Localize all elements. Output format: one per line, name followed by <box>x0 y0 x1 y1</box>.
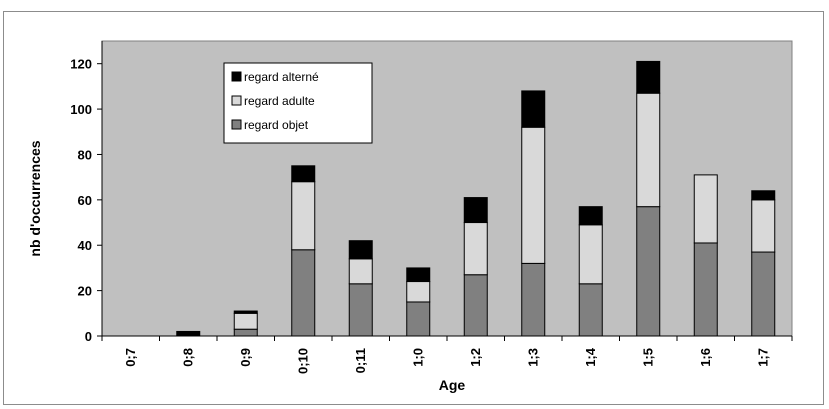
bars <box>176 60 776 337</box>
x-tick-label: 1;3 <box>525 348 540 367</box>
legend-swatch <box>231 71 242 82</box>
bar-segment-regard-altern- <box>406 267 431 283</box>
bar-segment-regard-altern- <box>578 206 603 226</box>
y-tick-label: 120 <box>70 57 92 72</box>
y-axis-ticks: 0 20 40 60 80 100 120 <box>70 57 102 344</box>
legend-label: regard alterné <box>244 70 319 84</box>
bar-segment-regard-adulte <box>233 312 258 330</box>
x-axis-ticks: 0;7 0;8 0;9 0;10 0;11 1;0 1;2 1;3 1;4 1;5 1;6 1;7 <box>101 336 793 374</box>
bar-segment-regard-adulte <box>521 126 546 264</box>
y-axis-title: nb d'occurrences <box>27 140 43 256</box>
bar-segment-regard-adulte <box>463 222 488 276</box>
bar-segment-regard-objet <box>693 242 718 337</box>
y-tick-label: 40 <box>78 238 92 253</box>
bar-segment-regard-objet <box>521 262 546 337</box>
legend-box <box>223 62 373 144</box>
legend-label: regard objet <box>244 118 309 132</box>
bar-segment-regard-objet <box>233 328 258 337</box>
x-axis-title: Age <box>439 377 466 393</box>
y-tick-label: 20 <box>78 284 92 299</box>
bar-segment-regard-objet <box>636 206 661 337</box>
y-tick-label: 0 <box>85 329 92 344</box>
bar-segment-regard-altern- <box>751 190 776 201</box>
bar-segment-regard-objet <box>406 301 431 337</box>
plot-area <box>101 40 793 337</box>
bar-segment-regard-objet <box>463 274 488 337</box>
y-tick-label: 80 <box>78 147 92 162</box>
bar-segment-regard-objet <box>348 283 373 337</box>
bar-segment-regard-objet <box>578 283 603 337</box>
legend-swatch <box>231 95 242 106</box>
bar-segment-regard-adulte <box>348 258 373 285</box>
x-tick-label: 0;10 <box>295 348 310 374</box>
bar-segment-regard-altern- <box>521 90 546 128</box>
legend-swatch <box>231 119 242 130</box>
y-tick-label: 100 <box>70 102 92 117</box>
bar-segment-regard-altern- <box>291 165 316 183</box>
bar-segment-regard-altern- <box>636 60 661 94</box>
legend-label: regard adulte <box>244 94 315 108</box>
bar-segment-regard-objet <box>751 251 776 337</box>
bar-segment-regard-objet <box>291 249 316 337</box>
x-tick-label: 1;2 <box>468 348 483 367</box>
bar-segment-regard-altern- <box>348 240 373 260</box>
x-tick-label: 0;11 <box>353 348 368 373</box>
x-tick-label: 1;0 <box>410 348 425 367</box>
bar-segment-regard-altern- <box>463 197 488 224</box>
bar-segment-regard-adulte <box>578 224 603 285</box>
x-tick-label: 0;8 <box>180 348 195 367</box>
bar-segment-regard-altern- <box>233 310 258 314</box>
x-tick-label: 1;6 <box>698 348 713 367</box>
legend: regard alterné regard adulte regard objet <box>223 62 373 144</box>
x-tick-label: 0;9 <box>238 348 253 367</box>
bar-segment-regard-adulte <box>406 281 431 303</box>
bar-segment-regard-adulte <box>751 199 776 253</box>
bar-segment-regard-adulte <box>636 92 661 208</box>
bar-segment-regard-adulte <box>693 174 718 244</box>
x-tick-label: 1;7 <box>755 348 770 367</box>
y-tick-label: 60 <box>78 193 92 208</box>
x-tick-label: 1;5 <box>640 348 655 367</box>
bar-segment-regard-adulte <box>291 181 316 251</box>
x-tick-label: 0;7 <box>123 348 138 367</box>
bar-segment-regard-altern- <box>176 330 201 337</box>
x-tick-label: 1;4 <box>583 347 598 367</box>
